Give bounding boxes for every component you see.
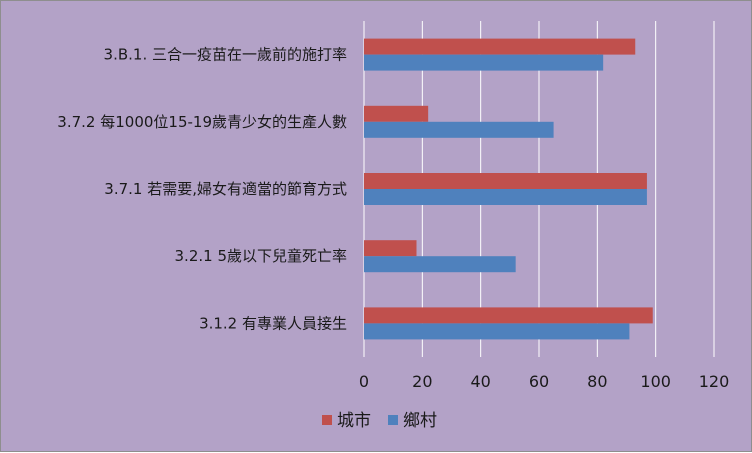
category-label: 3.B.1. 三合一疫苗在一歲前的施打率 (104, 46, 347, 64)
bar-urban (364, 240, 417, 257)
bar-urban (364, 105, 429, 122)
x-tick-label: 60 (529, 372, 549, 391)
bar-urban (364, 173, 647, 189)
bar-rural (364, 189, 647, 205)
x-tick-label: 120 (699, 372, 730, 391)
x-tick-labels: 0 20 40 60 80 100 120 (359, 372, 729, 391)
bar-rural (364, 54, 604, 71)
category-label: 3.7.1 若需要,婦女有適當的節育方式 (104, 180, 347, 198)
x-tick-label: 100 (640, 372, 671, 391)
bar-urban (364, 307, 653, 324)
bar-rural (364, 256, 516, 273)
legend-label: 城市 (337, 411, 371, 431)
category-label: 3.1.2 有專業人員接生 (199, 314, 347, 332)
x-tick-label: 20 (412, 372, 432, 391)
bars (364, 38, 653, 340)
x-tick-label: 80 (587, 372, 607, 391)
legend-swatch (322, 415, 332, 425)
bar-rural (364, 323, 630, 340)
category-labels: 3.B.1. 三合一疫苗在一歲前的施打率 3.7.2 每1000位15-19歲青少… (57, 46, 347, 333)
legend-label: 鄉村 (403, 411, 437, 431)
legend-swatch (388, 415, 398, 425)
bar-rural (364, 121, 554, 138)
x-tick-label: 0 (359, 372, 369, 391)
category-label: 3.2.1 5歲以下兒童死亡率 (175, 247, 347, 265)
category-label: 3.7.2 每1000位15-19歲青少女的生產人數 (57, 113, 347, 131)
x-tick-label: 40 (470, 372, 490, 391)
legend: 城市 鄉村 (322, 411, 437, 431)
bar-urban (364, 38, 636, 55)
